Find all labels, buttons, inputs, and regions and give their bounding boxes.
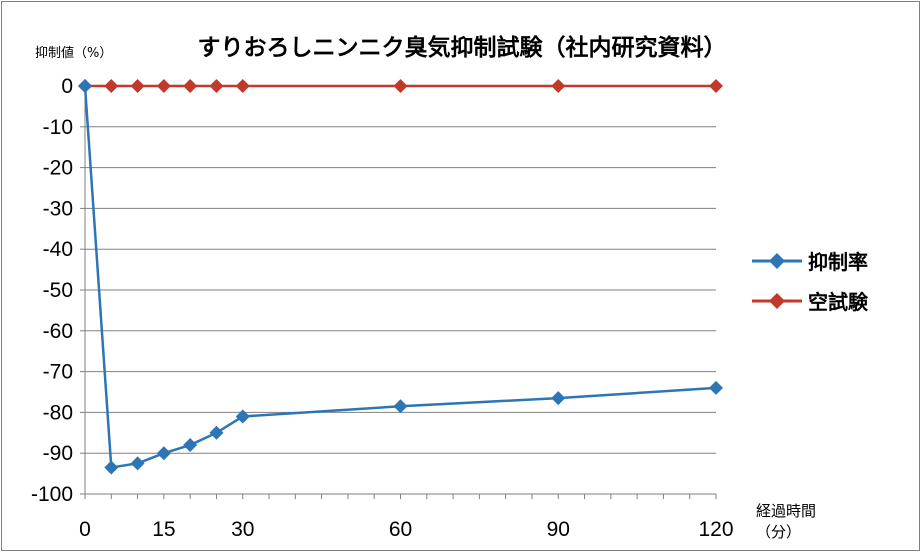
data-point [209, 425, 224, 440]
legend-item: 抑制率 [752, 250, 868, 274]
chart-title: すりおろしニンニク臭気抑制試験（社内研究資料） [198, 34, 727, 61]
data-point [183, 438, 198, 453]
data-point [156, 79, 171, 93]
data-point [551, 391, 566, 406]
axes [80, 85, 717, 499]
data-point [104, 79, 119, 93]
series-空試験 [78, 79, 723, 93]
data-point [393, 399, 408, 414]
legend-swatch-marker [769, 253, 785, 269]
data-point [183, 79, 198, 93]
y-tick-label: -80 [43, 401, 73, 424]
x-tick-label: 120 [698, 518, 733, 541]
series-layer [78, 79, 723, 475]
x-tick-labels: 0 15 30 60 90 120 [79, 518, 733, 541]
series-抑制率 [78, 79, 723, 475]
x-axis-unit: （分） [756, 523, 801, 541]
y-tick-label: -90 [43, 442, 73, 465]
data-point [130, 456, 145, 471]
data-point [235, 409, 250, 424]
y-axis-label: 抑制値（%） [35, 45, 112, 61]
y-tick-label: -10 [43, 116, 73, 139]
gridlines [85, 85, 716, 454]
y-tick-label: -60 [43, 320, 73, 343]
y-tick-label: -70 [43, 361, 73, 384]
data-point [393, 79, 408, 93]
y-tick-label: -30 [43, 197, 73, 220]
x-axis-label: 経過時間 [756, 502, 816, 520]
legend-swatch-marker [769, 293, 785, 309]
x-tick-label: 15 [152, 518, 175, 541]
y-tick-labels: 0 -10 -20 -30 -40 -50 -60 -70 -80 -90 -100 [31, 75, 73, 506]
legend-item: 空試験 [752, 290, 869, 314]
data-point [156, 446, 171, 461]
x-tick-label: 30 [231, 518, 254, 541]
data-point [235, 79, 250, 93]
x-tick-label: 90 [547, 518, 570, 541]
y-tick-label: -50 [43, 279, 73, 302]
y-tick-label: -100 [31, 483, 73, 506]
y-tick-label: 0 [61, 75, 73, 98]
series-line [83, 85, 717, 469]
x-tick-label: 60 [389, 518, 412, 541]
data-point [551, 79, 566, 93]
legend-label: 抑制率 [808, 250, 868, 274]
data-point [709, 79, 723, 93]
y-tick-label: -20 [43, 157, 73, 180]
data-point [209, 79, 224, 93]
data-point [104, 460, 119, 475]
data-point [709, 380, 723, 395]
data-point [130, 79, 145, 93]
x-tick-label: 0 [79, 518, 91, 541]
legend-label: 空試験 [808, 290, 869, 314]
y-tick-label: -40 [43, 238, 73, 261]
data-point [78, 79, 92, 93]
